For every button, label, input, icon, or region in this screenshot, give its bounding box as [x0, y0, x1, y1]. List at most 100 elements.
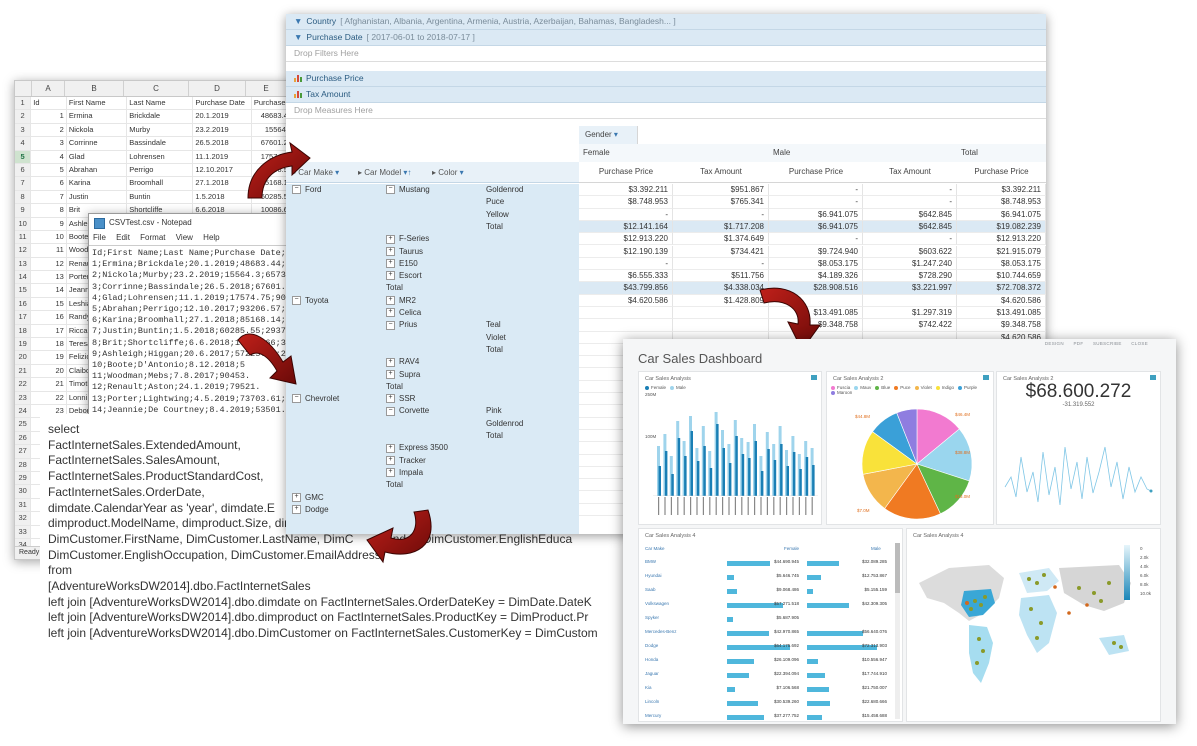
cell[interactable]: 11.1.2019 — [193, 150, 252, 163]
data-cell[interactable]: $12.141.164 — [579, 220, 673, 234]
data-cell[interactable]: $1.374.649 — [673, 233, 769, 246]
expand-icon[interactable]: + — [386, 357, 395, 367]
data-cell[interactable]: $9.724.940 — [769, 245, 863, 258]
row-model[interactable]: − Prius — [386, 320, 417, 330]
row-number[interactable]: 28 — [15, 458, 32, 471]
data-cell[interactable]: $8.053.175 — [769, 257, 863, 271]
cell[interactable]: Buntin — [127, 190, 194, 204]
row-number[interactable]: 21 — [15, 364, 32, 378]
pdf-link[interactable]: PDF — [1073, 341, 1084, 346]
data-cell[interactable]: $6.941.075 — [957, 208, 1046, 221]
cell[interactable]: Broomhall — [127, 177, 194, 190]
data-cell[interactable]: $72.708.372 — [957, 282, 1046, 295]
cell[interactable]: 23 — [31, 404, 67, 418]
cell[interactable]: 1.5.2018 — [193, 190, 252, 204]
data-cell[interactable]: $951.867 — [673, 184, 769, 197]
menu-format[interactable]: Format — [140, 233, 166, 242]
table-row[interactable]: Honda $26.109.096 $10.556.947 — [639, 657, 894, 669]
data-cell[interactable]: $10.744.659 — [957, 270, 1046, 283]
collapse-icon[interactable]: − — [386, 320, 395, 330]
row-number[interactable]: 20 — [15, 351, 32, 364]
menu-edit[interactable]: Edit — [116, 233, 130, 242]
row-model[interactable]: + Tracker — [386, 456, 426, 465]
row-model[interactable]: + Taurus — [386, 247, 423, 256]
row-make-ford[interactable]: − Ford — [292, 185, 321, 195]
collapse-icon[interactable]: − — [386, 185, 395, 195]
cell[interactable]: 20.1.2019 — [193, 110, 252, 123]
data-cell[interactable]: $28.908.516 — [769, 282, 863, 295]
data-cell[interactable]: - — [769, 184, 863, 197]
menu-view[interactable]: View — [175, 233, 193, 242]
data-cell[interactable]: - — [673, 257, 769, 271]
measure-header[interactable]: Purchase Price — [769, 162, 864, 183]
cell[interactable]: Lohrensen — [127, 150, 194, 163]
row-make-chevrolet[interactable]: − Chevrolet — [292, 394, 339, 404]
row-model[interactable]: + Express 3500 — [386, 443, 448, 453]
data-cell[interactable]: $4.620.586 — [579, 294, 673, 307]
data-cell[interactable]: $1.247.240 — [863, 257, 957, 271]
row-model[interactable]: Total — [386, 283, 403, 292]
data-cell[interactable]: $3.221.997 — [863, 282, 957, 295]
expand-icon[interactable]: + — [386, 234, 395, 244]
data-cell[interactable]: $12.190.139 — [579, 245, 673, 258]
row-make-dodge[interactable]: + Dodge — [292, 505, 329, 515]
data-cell[interactable] — [579, 307, 673, 320]
collapse-icon[interactable]: − — [292, 296, 301, 306]
row-number[interactable]: 14 — [15, 271, 32, 284]
data-cell[interactable]: $642.845 — [863, 220, 957, 234]
data-cell[interactable]: $734.421 — [673, 245, 769, 258]
data-cell[interactable]: $742.422 — [863, 319, 957, 332]
cell[interactable]: 13 — [31, 271, 67, 284]
measure-header[interactable]: Tax Amount — [863, 162, 958, 183]
cell[interactable]: Bassindale — [127, 137, 194, 150]
data-cell[interactable]: $4.338.034 — [673, 282, 769, 295]
column-header-a[interactable]: A — [32, 81, 65, 96]
data-cell[interactable]: - — [579, 257, 673, 271]
cell[interactable]: 6.6.2018 — [193, 204, 252, 217]
data-cell[interactable]: $1.297.319 — [863, 307, 957, 320]
row-make-gmc[interactable]: + GMC — [292, 493, 324, 502]
measure-purchase-price[interactable]: Purchase Price — [286, 71, 1046, 87]
table-row[interactable]: Hyundai $5.646.745 $12.753.867 — [639, 573, 894, 585]
data-cell[interactable]: $21.915.079 — [957, 245, 1046, 258]
column-field-gender[interactable]: Gender ▾ — [579, 126, 638, 145]
column-header-c[interactable]: C — [124, 81, 189, 96]
data-cell[interactable]: $6.941.075 — [769, 208, 863, 221]
collapse-icon[interactable]: + — [292, 492, 301, 502]
data-cell[interactable] — [863, 294, 957, 307]
cell[interactable]: 2 — [31, 123, 67, 137]
row-number[interactable]: 2 — [15, 110, 32, 123]
table-row[interactable]: BMW $44.690.945 $32.089.285 — [639, 559, 894, 571]
table-row[interactable]: Spyker $5.687.905 — [639, 615, 894, 627]
row-model[interactable]: + Supra — [386, 370, 420, 379]
row-number[interactable]: 19 — [15, 338, 32, 351]
cell[interactable]: Justin — [67, 190, 128, 204]
row-number[interactable]: 16 — [15, 297, 32, 311]
table-row[interactable]: Dodge $64.175.692 $72.313.903 — [639, 643, 894, 655]
cell[interactable]: Brickdale — [127, 110, 194, 123]
gender-header-total[interactable]: Total — [957, 144, 1046, 163]
row-number[interactable]: 6 — [15, 163, 32, 177]
expand-icon[interactable]: + — [386, 394, 395, 404]
cell[interactable]: 4 — [31, 150, 67, 163]
row-model[interactable]: − Corvette — [386, 406, 429, 416]
table-header-female[interactable]: Female — [784, 546, 800, 551]
cell[interactable]: Ermina — [67, 110, 128, 123]
data-cell[interactable]: $511.756 — [673, 270, 769, 283]
cell[interactable]: 12.10.2017 — [193, 163, 252, 177]
collapse-icon[interactable]: − — [386, 406, 395, 416]
expand-icon[interactable]: + — [386, 369, 395, 379]
row-model[interactable]: Total — [386, 382, 403, 391]
measure-tax-amount[interactable]: Tax Amount — [286, 87, 1046, 103]
row-make-toyota[interactable]: − Toyota — [292, 296, 329, 306]
measure-header[interactable]: Purchase Price — [579, 162, 674, 183]
row-number[interactable]: 11 — [15, 230, 32, 244]
cell[interactable]: 10 — [31, 230, 67, 244]
data-cell[interactable]: - — [863, 196, 957, 209]
row-number[interactable]: 27 — [15, 445, 32, 458]
expand-icon[interactable]: + — [386, 259, 395, 269]
cell[interactable]: 21 — [31, 378, 67, 391]
cell[interactable]: 3 — [31, 137, 67, 150]
data-cell[interactable]: $765.341 — [673, 196, 769, 209]
cell[interactable]: Last Name — [127, 97, 194, 110]
